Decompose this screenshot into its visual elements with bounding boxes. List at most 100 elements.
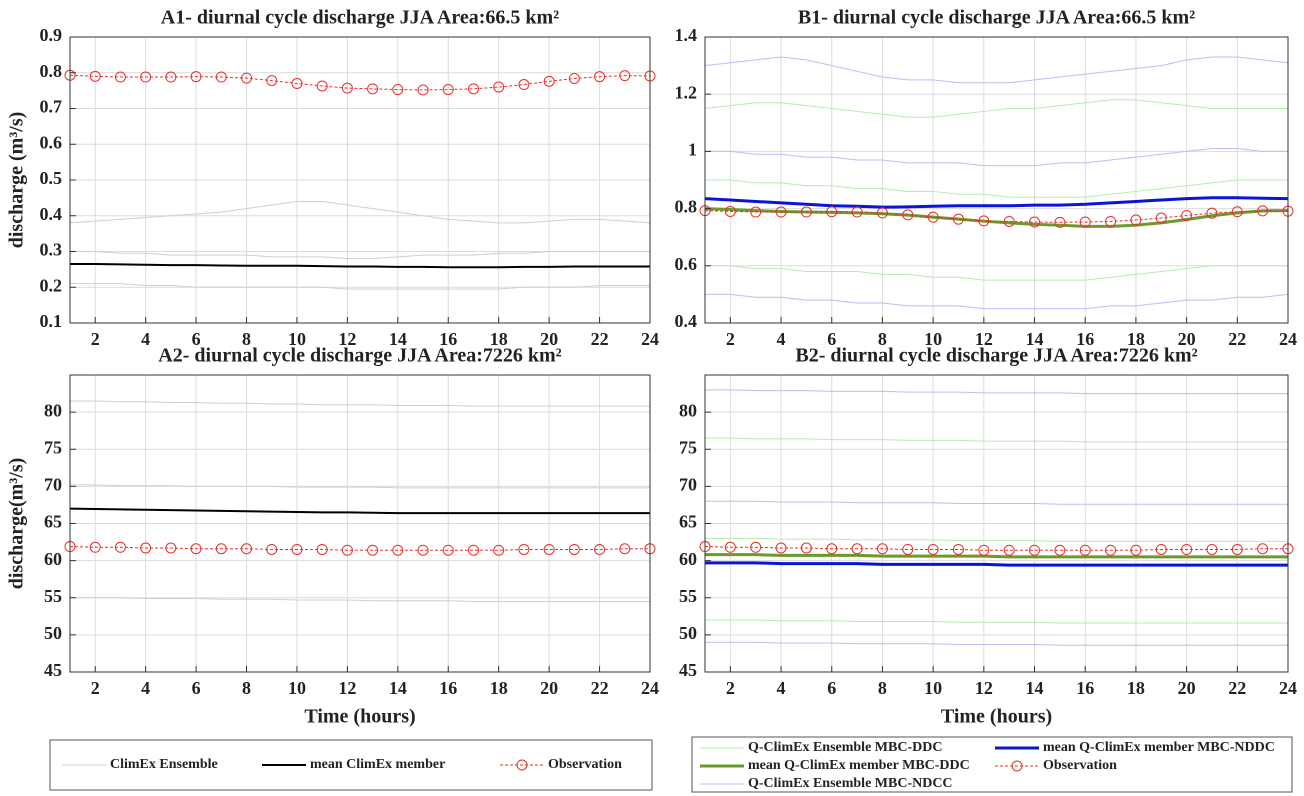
marker (1130, 544, 1142, 556)
marker (1079, 544, 1091, 556)
x-tick-label: 16 (439, 329, 457, 349)
marker (165, 542, 177, 554)
x-tick-label: 6 (192, 329, 201, 349)
marker (1155, 543, 1167, 555)
marker (518, 79, 530, 91)
y-tick-label: 0.4 (40, 204, 63, 224)
x-tick-label: 20 (1178, 329, 1196, 349)
marker (927, 543, 939, 555)
ensemble-line (705, 537, 1288, 542)
ensemble-line (705, 500, 1288, 505)
y-tick-label: 0.1 (40, 311, 63, 331)
x-tick-label: 6 (827, 678, 836, 698)
y-tick-label: 0.2 (40, 275, 63, 295)
ensemble-line (70, 251, 650, 260)
y-tick-label: 0.4 (675, 311, 698, 331)
ensemble-line (70, 400, 650, 407)
y-tick-label: 1 (688, 140, 697, 160)
ensemble-line (705, 389, 1288, 395)
legend-label: mean ClimEx member (310, 757, 445, 772)
legend-marker (1011, 760, 1023, 772)
x-tick-label: 10 (924, 329, 942, 349)
marker (493, 81, 505, 93)
marker (114, 541, 126, 553)
y-tick-label: 70 (44, 475, 62, 495)
marker (1181, 543, 1193, 555)
x-tick-label: 14 (1026, 678, 1044, 698)
x-tick-label: 4 (777, 329, 786, 349)
marker (467, 83, 479, 95)
marker (826, 543, 838, 555)
y-tick-label: 70 (679, 475, 697, 495)
x-tick-label: 20 (540, 678, 558, 698)
series-line (705, 553, 1288, 559)
legend-label: Q-ClimEx Ensemble MBC-NDCC (748, 776, 953, 791)
x-tick-label: 18 (490, 329, 508, 349)
marker (1130, 214, 1142, 226)
legend-label: ClimEx Ensemble (110, 757, 218, 772)
y-tick-label: 0.7 (40, 97, 63, 117)
series-line (69, 546, 650, 551)
marker (291, 77, 303, 89)
y-tick-label: 50 (679, 623, 697, 643)
legend: Q-ClimEx Ensemble MBC-DDC Q-ClimEx Ensemb… (691, 736, 1293, 793)
marker (341, 82, 353, 94)
x-tick-label: 12 (338, 678, 356, 698)
series-line (69, 507, 650, 515)
legend-label: mean Q-ClimEx member MBC-NDDC (1043, 740, 1275, 755)
marker (1029, 216, 1041, 228)
ensemble-line (70, 484, 650, 489)
marker (800, 206, 812, 218)
x-tick-label: 24 (641, 329, 659, 349)
x-tick-label: 12 (975, 678, 993, 698)
marker (1206, 543, 1218, 555)
series-line (705, 561, 1288, 567)
y-tick-label: 60 (679, 549, 697, 569)
x-tick-label: 4 (777, 678, 786, 698)
marker (1054, 216, 1066, 228)
y-tick-label: 45 (679, 660, 697, 680)
marker (1181, 209, 1193, 221)
marker (518, 543, 530, 555)
marker (316, 543, 328, 555)
marker (467, 544, 479, 556)
marker (1231, 206, 1243, 218)
x-tick-label: 14 (1026, 329, 1044, 349)
x-axis-label: Time (hours) (941, 706, 1052, 728)
x-tick-label: 10 (924, 678, 942, 698)
marker (442, 544, 454, 556)
legend-label: Observation (548, 757, 622, 772)
marker (266, 75, 278, 87)
panel: 2 4 6 8 10 12 14 16 18 20 22 244550556065707580A2- … (6, 345, 659, 728)
legend: ClimEx Ensemble mean ClimEx member Observa… (49, 739, 653, 791)
ensemble-line (705, 148, 1288, 167)
series-line (704, 546, 1288, 551)
marker (89, 541, 101, 553)
marker (568, 72, 580, 84)
y-tick-label: 60 (44, 549, 62, 569)
x-tick-label: 10 (288, 678, 306, 698)
x-tick-label: 8 (878, 678, 887, 698)
legend-label: Observation (1043, 758, 1117, 773)
marker (775, 542, 787, 554)
x-tick-label: 10 (288, 329, 306, 349)
x-tick-label: 4 (141, 329, 150, 349)
ensemble-line (69, 200, 651, 224)
marker (442, 84, 454, 96)
marker (543, 543, 555, 555)
marker (367, 544, 379, 556)
axes-box (704, 36, 1289, 324)
ensemble-line (70, 283, 650, 290)
marker (876, 207, 888, 219)
x-tick-label: 24 (1279, 678, 1297, 698)
y-tick-label: 0.9 (40, 25, 63, 45)
ensemble-line (705, 641, 1288, 646)
x-tick-label: 24 (641, 678, 659, 698)
chart-title: A2- diurnal cycle discharge JJA Area:722… (158, 345, 561, 367)
x-tick-label: 2 (726, 678, 735, 698)
y-tick-label: 65 (44, 512, 62, 532)
marker (392, 84, 404, 96)
x-tick-label: 2 (91, 329, 100, 349)
marker (543, 75, 555, 87)
y-tick-label: 55 (679, 586, 697, 606)
